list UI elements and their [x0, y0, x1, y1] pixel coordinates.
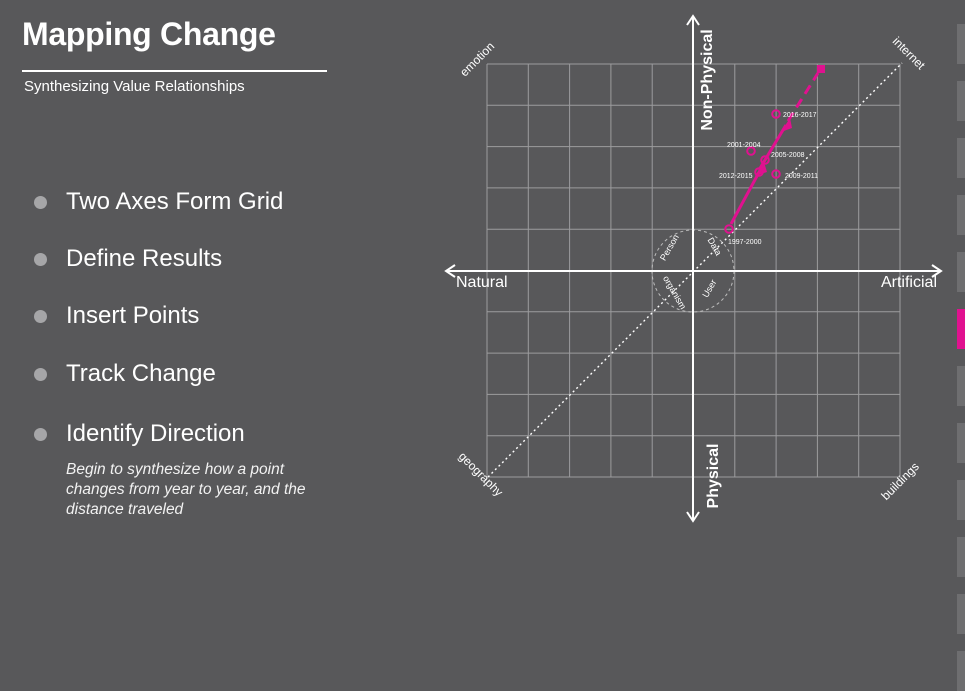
value-map-diagram: Natural Artificial Non-Physical Physical…: [444, 14, 943, 523]
arrow-head-icon: [781, 118, 792, 132]
bullet-dot-icon: [34, 309, 47, 323]
year-label: 2005-2008: [771, 152, 805, 159]
bullet-item: Identify Direction: [34, 420, 364, 448]
bullet-item: Define Results: [34, 245, 364, 273]
arrow-down-icon: [686, 511, 700, 523]
year-label: 1997-2000: [728, 239, 762, 246]
bullet-dot-icon: [34, 195, 47, 209]
slide-tab[interactable]: [957, 195, 965, 235]
bullet-dot-icon: [34, 427, 47, 441]
bullet-label: Define Results: [66, 245, 223, 272]
center-label-user: User: [700, 278, 718, 299]
slide-tab-active[interactable]: [957, 309, 965, 349]
trajectory-projection: [786, 72, 820, 122]
bullet-note: Begin to synthesize how a point changes …: [66, 461, 306, 518]
bullet-item: Track Change: [34, 360, 364, 388]
axis-label-bottom: Physical: [705, 444, 722, 509]
corner-label-internet: internet: [890, 34, 929, 73]
slide-subtitle: Synthesizing Value Relationships: [24, 78, 245, 95]
bullet-item: Insert Points: [34, 302, 364, 330]
year-point: [746, 146, 756, 156]
slide-title: Mapping Change: [22, 16, 276, 52]
arrow-left-icon: [444, 264, 456, 278]
bullet-label: Track Change: [66, 360, 216, 387]
slide-tab[interactable]: [957, 81, 965, 121]
year-label: 2012-2015: [719, 173, 753, 180]
slide-tab[interactable]: [957, 423, 965, 463]
slide-tab[interactable]: [957, 594, 965, 634]
slide-tab[interactable]: [957, 252, 965, 292]
year-label: 2009-2011: [785, 173, 818, 180]
year-label: 2001-2004: [727, 142, 761, 149]
bullet-label: Identify Direction: [66, 420, 245, 447]
center-label-person: Person: [658, 233, 681, 263]
slide-nav-tabs: [957, 0, 965, 691]
title-divider: [22, 70, 327, 72]
arrow-up-icon: [686, 14, 700, 26]
trajectory-segment: [757, 124, 788, 171]
bullet-dot-icon: [34, 367, 47, 381]
corner-label-emotion: emotion: [457, 39, 497, 79]
axis-label-right: Artificial: [881, 274, 937, 291]
axis-label-left: Natural: [456, 274, 508, 291]
year-point: [724, 224, 734, 234]
trajectory-endpoint: [817, 65, 825, 73]
arrow-right-icon: [931, 264, 943, 278]
slide-tab[interactable]: [957, 366, 965, 406]
corner-label-geography: geography: [456, 449, 506, 499]
axis-label-top: Non-Physical: [699, 29, 716, 130]
bullet-label: Insert Points: [66, 302, 200, 329]
year-label: 2016-2017: [783, 112, 817, 119]
slide-tab[interactable]: [957, 480, 965, 520]
year-point: [771, 109, 781, 119]
year-point: [754, 167, 764, 177]
slide-tab[interactable]: [957, 537, 965, 577]
slide-tab[interactable]: [957, 651, 965, 691]
bullet-label: Two Axes Form Grid: [66, 188, 284, 215]
center-label-organism: organism: [661, 274, 688, 311]
bullet-item: Two Axes Form Grid: [34, 188, 364, 216]
year-point: [760, 155, 770, 165]
center-label-data: Data: [706, 236, 724, 257]
slide-tab[interactable]: [957, 24, 965, 64]
slide-tab[interactable]: [957, 138, 965, 178]
year-point: [771, 169, 781, 179]
bullet-dot-icon: [34, 252, 47, 266]
